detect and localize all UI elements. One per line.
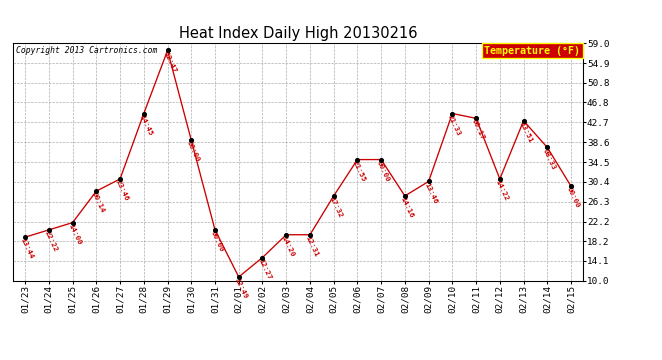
Text: 08:33: 08:33	[542, 148, 557, 170]
Point	[375, 157, 386, 162]
Text: 12:27: 12:27	[257, 257, 272, 280]
Point	[68, 220, 78, 225]
Text: 00:14: 00:14	[91, 191, 106, 214]
Text: Temperature (°F): Temperature (°F)	[484, 46, 580, 55]
Point	[257, 255, 267, 260]
Text: 13:51: 13:51	[518, 121, 533, 144]
Text: 00:00: 00:00	[375, 159, 391, 183]
Point	[186, 137, 197, 143]
Text: 12:31: 12:31	[305, 235, 319, 258]
Point	[233, 274, 244, 280]
Point	[328, 193, 339, 199]
Text: 21:55: 21:55	[352, 159, 367, 183]
Title: Heat Index Daily High 20130216: Heat Index Daily High 20130216	[179, 26, 417, 41]
Text: 12:47: 12:47	[162, 50, 177, 73]
Point	[44, 227, 54, 233]
Point	[565, 183, 576, 189]
Point	[305, 232, 315, 238]
Text: 14:00: 14:00	[67, 222, 82, 246]
Text: 14:22: 14:22	[494, 179, 509, 202]
Point	[399, 193, 410, 199]
Point	[210, 227, 220, 233]
Text: Copyright 2013 Cartronics.com: Copyright 2013 Cartronics.com	[16, 46, 158, 55]
Point	[115, 176, 125, 182]
Point	[518, 118, 528, 124]
Text: 13:44: 13:44	[20, 237, 34, 260]
Text: 13:46: 13:46	[423, 181, 438, 204]
Text: 21:33: 21:33	[447, 113, 461, 136]
Text: 00:00: 00:00	[209, 230, 224, 253]
Text: 22:22: 22:22	[44, 230, 58, 253]
Point	[138, 111, 149, 116]
Point	[162, 48, 173, 53]
Point	[447, 111, 457, 116]
Text: 00:00: 00:00	[186, 140, 201, 163]
Text: 00:17: 00:17	[471, 118, 485, 141]
Text: 14:45: 14:45	[138, 113, 153, 136]
Text: 14:16: 14:16	[399, 196, 414, 219]
Point	[542, 145, 552, 150]
Point	[281, 232, 291, 238]
Point	[423, 179, 434, 184]
Point	[471, 116, 481, 121]
Text: 00:00: 00:00	[565, 186, 580, 209]
Text: 14:20: 14:20	[281, 235, 295, 258]
Point	[352, 157, 363, 162]
Point	[20, 234, 30, 240]
Point	[91, 188, 101, 194]
Text: 23:46: 23:46	[115, 179, 130, 202]
Text: 17:32: 17:32	[328, 196, 343, 219]
Text: 12:49: 12:49	[233, 277, 248, 300]
Point	[495, 176, 505, 182]
